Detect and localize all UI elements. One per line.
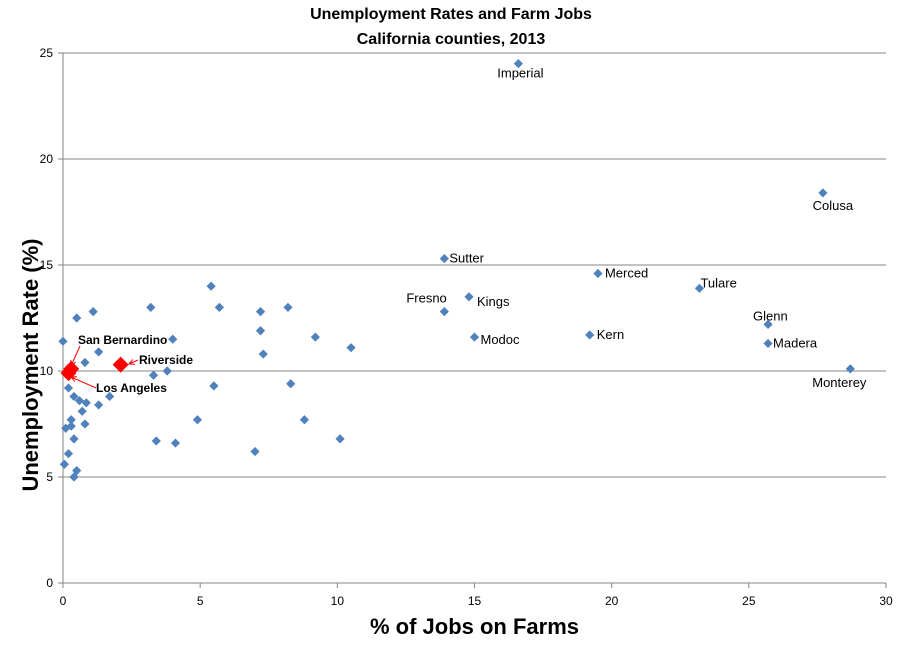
data-point bbox=[80, 357, 90, 368]
data-point bbox=[464, 292, 474, 302]
point-label: Madera bbox=[773, 335, 818, 350]
data-point bbox=[192, 415, 203, 425]
data-point bbox=[81, 398, 91, 408]
data-point bbox=[593, 268, 603, 279]
highlight-label: Los Angeles bbox=[96, 381, 167, 395]
x-tick-label: 5 bbox=[197, 594, 204, 608]
highlight-label: San Bernardino bbox=[78, 333, 167, 347]
point-label: Monterey bbox=[812, 375, 867, 390]
chart-title: Unemployment Rates and Farm Jobs bbox=[310, 6, 592, 23]
data-point bbox=[346, 343, 356, 353]
callout-arrowhead bbox=[69, 376, 78, 382]
data-point bbox=[63, 449, 74, 459]
data-point bbox=[146, 302, 156, 312]
data-point bbox=[513, 59, 523, 69]
point-label: Imperial bbox=[497, 66, 543, 81]
point-label: Kern bbox=[597, 327, 624, 342]
data-point bbox=[72, 313, 82, 323]
y-tick-label: 20 bbox=[40, 152, 54, 166]
data-point bbox=[77, 406, 87, 416]
data-point bbox=[69, 391, 79, 402]
data-point bbox=[439, 307, 449, 317]
data-point bbox=[94, 400, 104, 410]
highlight-label: Riverside bbox=[139, 353, 193, 367]
x-tick-label: 25 bbox=[742, 594, 756, 608]
data-point bbox=[335, 434, 345, 444]
y-tick-label: 0 bbox=[46, 576, 53, 590]
data-point bbox=[168, 334, 178, 344]
data-point bbox=[80, 419, 90, 429]
x-tick-label: 10 bbox=[331, 594, 345, 608]
callout-arrow bbox=[70, 376, 97, 389]
data-point bbox=[310, 332, 320, 342]
x-tick-label: 15 bbox=[468, 594, 482, 608]
data-point bbox=[439, 254, 449, 264]
callout-arrowhead bbox=[70, 359, 76, 368]
data-point bbox=[69, 472, 79, 482]
data-point bbox=[61, 423, 71, 433]
x-axis-label: % of Jobs on Farms bbox=[369, 614, 580, 639]
data-point bbox=[258, 349, 268, 359]
data-point bbox=[66, 415, 76, 425]
point-label: Sutter bbox=[449, 251, 484, 266]
y-tick-label: 25 bbox=[40, 46, 54, 60]
y-tick-label: 5 bbox=[46, 470, 53, 484]
data-point bbox=[763, 338, 773, 349]
data-point bbox=[206, 281, 216, 291]
data-point bbox=[58, 336, 68, 346]
point-label: Glenn bbox=[753, 308, 788, 323]
data-point bbox=[763, 319, 773, 329]
point-label: Tulare bbox=[700, 275, 736, 290]
point-label: Colusa bbox=[813, 198, 854, 213]
x-tick-label: 20 bbox=[605, 594, 619, 608]
data-point bbox=[845, 364, 855, 374]
data-point bbox=[162, 366, 172, 376]
data-point bbox=[69, 434, 79, 444]
data-point bbox=[74, 396, 85, 406]
highlighted-point bbox=[112, 356, 129, 373]
data-point bbox=[59, 459, 69, 469]
data-point bbox=[214, 302, 224, 312]
data-point bbox=[63, 383, 74, 393]
y-tick-label: 15 bbox=[40, 258, 54, 272]
callout-arrow bbox=[70, 345, 81, 367]
chart-subtitle: California counties, 2013 bbox=[356, 31, 546, 48]
data-point bbox=[88, 307, 98, 317]
data-point bbox=[286, 379, 296, 389]
data-point bbox=[250, 446, 260, 457]
point-label: Merced bbox=[605, 265, 648, 280]
data-point bbox=[94, 347, 104, 357]
data-point bbox=[694, 283, 705, 293]
data-point bbox=[209, 381, 219, 391]
data-point bbox=[151, 436, 161, 446]
point-label: Fresno bbox=[406, 291, 446, 306]
data-point bbox=[105, 391, 115, 402]
data-point bbox=[170, 438, 181, 448]
data-point bbox=[148, 370, 159, 380]
y-axis-label: Unemployment Rate (%) bbox=[18, 238, 43, 492]
callout-arrow bbox=[128, 359, 139, 365]
data-point bbox=[255, 326, 266, 336]
data-point bbox=[585, 330, 595, 340]
data-point bbox=[469, 332, 480, 342]
point-label: Modoc bbox=[481, 332, 521, 347]
data-point bbox=[818, 188, 828, 198]
callout-arrowhead bbox=[127, 359, 136, 365]
point-label: Kings bbox=[477, 294, 510, 309]
y-tick-label: 10 bbox=[40, 364, 54, 378]
x-tick-label: 0 bbox=[60, 594, 67, 608]
data-point bbox=[299, 415, 310, 425]
data-point bbox=[283, 302, 293, 312]
x-tick-label: 30 bbox=[879, 594, 893, 608]
data-point bbox=[255, 307, 266, 317]
